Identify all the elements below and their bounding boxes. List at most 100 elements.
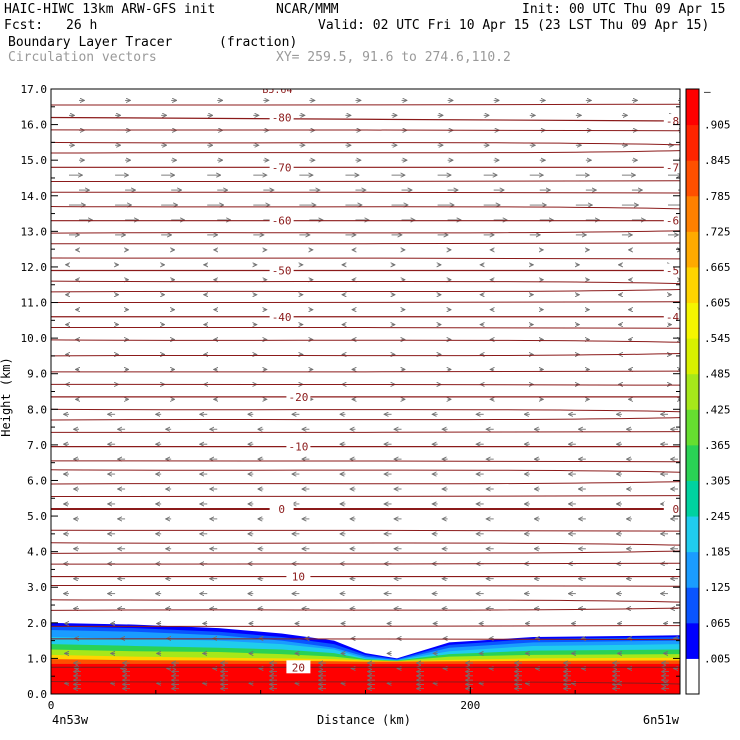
contour-label: -50 (272, 265, 292, 278)
isotherm (51, 103, 680, 106)
colorbar-swatch (686, 587, 699, 624)
y-tick-label: 6.0 (27, 474, 47, 487)
contour-label-bg (286, 569, 311, 583)
colorbar-swatch (686, 658, 699, 695)
y-tick-label: 13.0 (21, 225, 48, 238)
isotherm (51, 542, 680, 546)
contour-label-bg (286, 439, 311, 453)
isotherm (51, 550, 680, 554)
isotherm (51, 495, 680, 497)
contour-label-bg (269, 263, 294, 277)
colorbar-label: .125 (704, 581, 731, 594)
colorbar-label: .305 (704, 474, 731, 487)
colorbar-swatch (686, 622, 699, 659)
colorbar-swatch (686, 302, 699, 339)
isotherm (51, 280, 680, 285)
forecast-label: Fcst: (4, 18, 44, 33)
colorbar-swatch (686, 373, 699, 410)
y-tick-label: 0.0 (27, 688, 47, 701)
isotherm (51, 431, 680, 433)
y-tick-label: 2.0 (27, 617, 47, 630)
isotherm (51, 408, 680, 413)
contour-label: -40 (272, 311, 292, 324)
colorbar-label: .785 (704, 190, 731, 203)
forecast-hour: 26 h (66, 18, 98, 33)
colorbar-swatch (686, 160, 699, 197)
colorbar-frame (685, 88, 700, 695)
isotherm (51, 191, 680, 194)
colorbar-swatch (686, 516, 699, 553)
y-tick-label: 5.0 (27, 510, 47, 523)
colorbar-label: .185 (704, 546, 731, 559)
colorbar-label: .665 (704, 261, 731, 274)
x-tick-label: 0 (48, 699, 55, 712)
contour-label: -70 (666, 161, 686, 174)
colorbar-swatch (686, 195, 699, 232)
isotherm (51, 205, 680, 210)
y-axis-label: Height (km) (0, 357, 13, 436)
colorbar-label: .605 (704, 297, 731, 310)
contour-label: -60 (666, 215, 686, 228)
isotherm (51, 370, 680, 373)
contour-label: -40 (666, 311, 686, 324)
colorbar-swatch (686, 480, 699, 517)
y-tick-label: 8.0 (27, 403, 47, 416)
isotherm (51, 257, 680, 260)
y-tick-label: 9.0 (27, 368, 47, 381)
isotherm (51, 150, 680, 154)
isotherm (51, 681, 680, 685)
isotherm (51, 460, 680, 463)
contour-label-bg (663, 213, 680, 227)
init-time: Init: 00 UTC Thu 09 Apr 15 (522, 2, 726, 17)
isotherm (51, 301, 680, 304)
field-name: Boundary Layer Tracer (8, 35, 173, 50)
y-tick-label: 17.0 (21, 83, 48, 96)
isotherm (51, 584, 680, 587)
isotherm (51, 469, 680, 473)
contour-label-bg (269, 213, 294, 227)
tracer-band-7 (51, 659, 680, 664)
y-tick-label: 16.0 (21, 119, 48, 132)
isotherm (51, 353, 680, 357)
x-tick-label: 200 (460, 699, 480, 712)
contour-label: -10 (288, 441, 308, 454)
contour-label: 0 (672, 503, 679, 516)
y-tick-label: 12.0 (21, 261, 48, 274)
isotherm (51, 129, 680, 132)
cross-section-coords: XY= 259.5, 91.6 to 274.6,110.2 (276, 50, 511, 65)
field-units: (fraction) (219, 35, 298, 50)
plot-frame (50, 88, 681, 695)
y-tick-label: 4.0 (27, 546, 47, 559)
y-tick-label: 10.0 (21, 332, 48, 345)
contour-label-bg (663, 160, 680, 174)
contour-label-bg (269, 160, 294, 174)
x-end-label-left: 4n53w (52, 713, 89, 727)
contour-label: 20 (292, 661, 305, 674)
colorbar-swatch (686, 444, 699, 481)
isotherm (51, 383, 680, 386)
colorbar: .005 .065 .125 .185 .245 .305 .365 .425 .485 .545… (685, 85, 731, 695)
contour-label: 0 (278, 503, 285, 516)
contour-label-bg (663, 309, 680, 323)
colorbar-label: .065 (704, 617, 731, 630)
model-title: HAIC-HIWC 13km ARW-GFS init (4, 2, 216, 17)
isotherm (51, 141, 680, 146)
isotherm (51, 230, 680, 234)
isotherm (51, 326, 680, 329)
contour-label-top: B5.64 (262, 85, 292, 96)
isotherm-labeled (51, 116, 680, 122)
colorbar-label: .365 (704, 439, 731, 452)
isotherm (51, 242, 680, 245)
colorbar-swatch (686, 124, 699, 161)
colorbar-label: .725 (704, 225, 731, 238)
organization: NCAR/MMM (276, 2, 339, 17)
y-tick-label: 14.0 (21, 190, 48, 203)
contour-label: -50 (666, 265, 686, 278)
isotherm (51, 638, 680, 641)
colorbar-label: .425 (704, 403, 731, 416)
y-tick-label: 11.0 (21, 297, 48, 310)
colorbar-swatch (686, 231, 699, 268)
colorbar-top-label: – (704, 85, 711, 98)
